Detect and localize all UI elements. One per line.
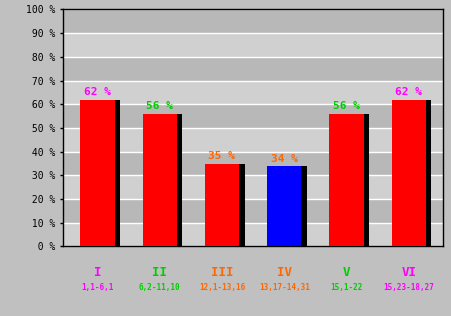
Bar bbox=[204, 164, 239, 246]
Text: II: II bbox=[152, 266, 167, 279]
Bar bbox=[63, 57, 442, 81]
Bar bbox=[63, 152, 442, 175]
Text: 6,2-11,10: 6,2-11,10 bbox=[138, 283, 180, 292]
Bar bbox=[329, 114, 363, 246]
Text: I: I bbox=[93, 266, 101, 279]
Bar bbox=[329, 114, 368, 246]
Bar bbox=[63, 9, 442, 33]
Text: 15,1-22: 15,1-22 bbox=[330, 283, 362, 292]
Bar bbox=[63, 223, 442, 246]
Bar bbox=[143, 114, 182, 246]
Text: 13,17-14,31: 13,17-14,31 bbox=[258, 283, 309, 292]
Text: V: V bbox=[342, 266, 350, 279]
Text: 12,1-13,16: 12,1-13,16 bbox=[198, 283, 244, 292]
Bar bbox=[63, 33, 442, 57]
Text: 62 %: 62 % bbox=[394, 87, 421, 97]
Text: 35 %: 35 % bbox=[208, 151, 235, 161]
Bar bbox=[80, 100, 115, 246]
Text: 15,23-18,27: 15,23-18,27 bbox=[382, 283, 433, 292]
Text: 62 %: 62 % bbox=[84, 87, 111, 97]
Bar bbox=[63, 104, 442, 128]
Bar bbox=[63, 175, 442, 199]
Text: IV: IV bbox=[276, 266, 291, 279]
Text: III: III bbox=[210, 266, 233, 279]
Text: 1,1-6,1: 1,1-6,1 bbox=[81, 283, 114, 292]
Bar bbox=[391, 100, 431, 246]
Bar bbox=[267, 166, 306, 246]
Bar bbox=[81, 100, 120, 246]
Bar bbox=[205, 164, 244, 246]
Text: 34 %: 34 % bbox=[270, 154, 297, 164]
Bar bbox=[63, 128, 442, 152]
Bar bbox=[63, 81, 442, 104]
Bar bbox=[143, 114, 176, 246]
Bar bbox=[391, 100, 425, 246]
Text: VI: VI bbox=[400, 266, 415, 279]
Bar bbox=[63, 199, 442, 223]
Text: 56 %: 56 % bbox=[332, 101, 359, 111]
Bar bbox=[267, 166, 301, 246]
Text: 56 %: 56 % bbox=[146, 101, 173, 111]
